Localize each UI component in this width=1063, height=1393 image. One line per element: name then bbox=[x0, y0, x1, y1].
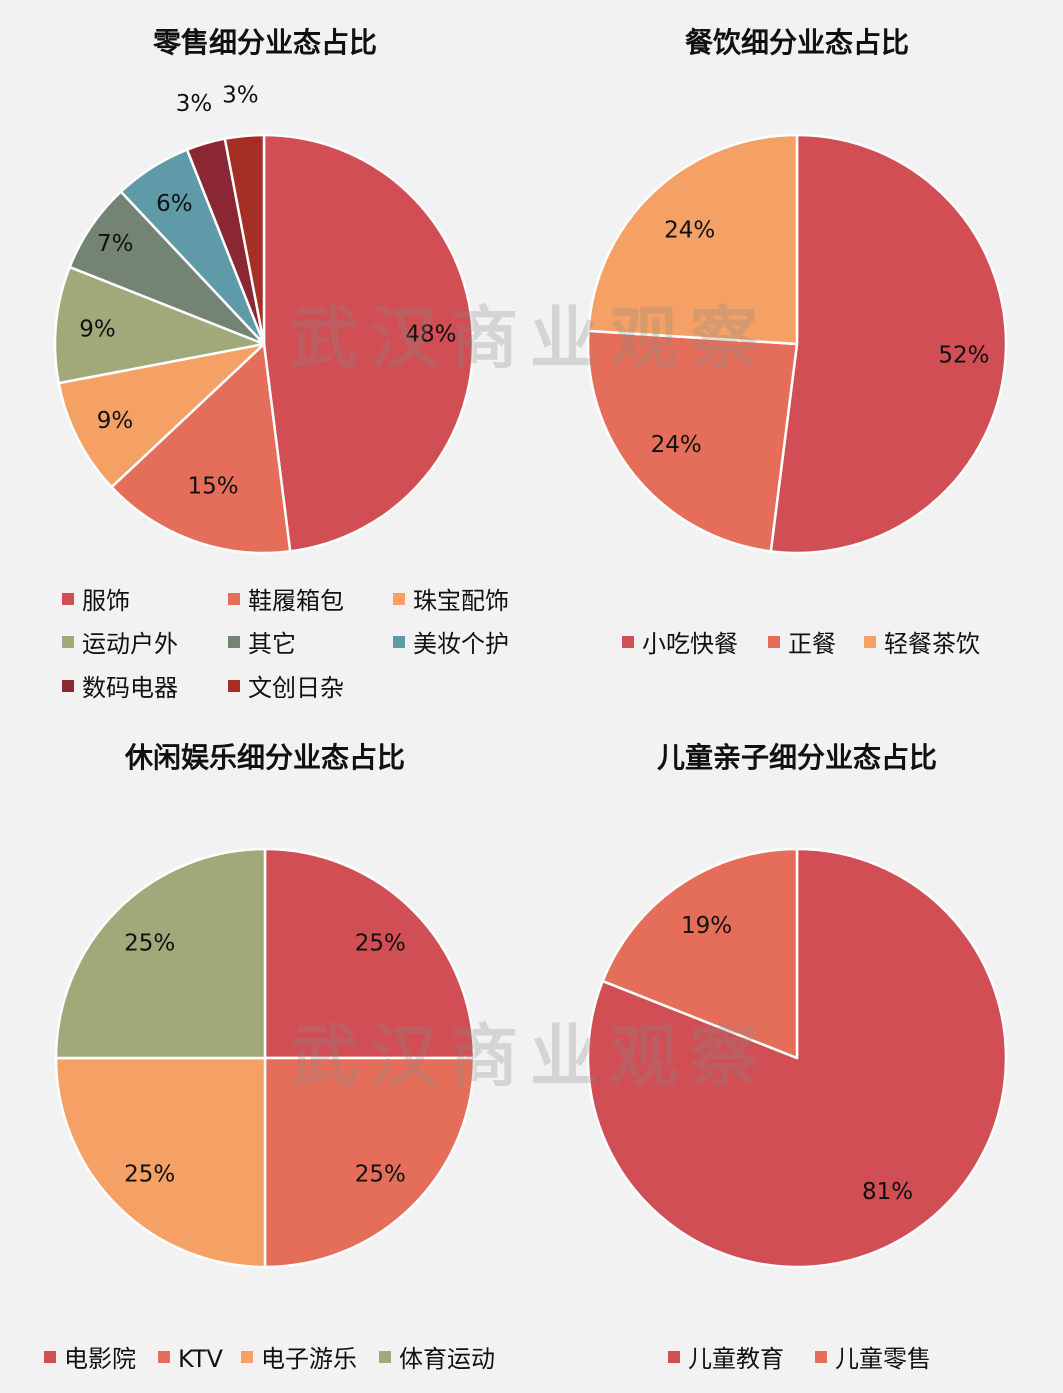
pie-labels: 25% 25% 25% 25% bbox=[124, 931, 406, 1188]
pie-chart-kids: 儿童亲子细分业态占比 81% 19% 儿童教育 儿童零售 bbox=[586, 741, 1008, 1373]
legend-label: 体育运动 bbox=[399, 1345, 495, 1373]
pie-chart-retail: 零售细分业态占比 48% 15% 9% 9% 7% 6% 3% 3% 服饰 鞋履箱包 珠宝配饰运动… bbox=[53, 26, 509, 702]
data-label: 25% bbox=[124, 1161, 175, 1187]
pie-slice bbox=[262, 133, 475, 553]
pie-labels: 52% 24% 24% bbox=[651, 218, 990, 458]
data-label: 48% bbox=[405, 322, 456, 348]
legend-label: 文创日杂 bbox=[248, 674, 344, 702]
legend-label: 轻餐茶饮 bbox=[884, 630, 980, 658]
legend-swatch bbox=[228, 593, 240, 605]
data-label: 25% bbox=[355, 1161, 406, 1187]
chart-title: 餐饮细分业态占比 bbox=[685, 26, 909, 59]
pie-slice bbox=[57, 342, 266, 489]
legend-label: 其它 bbox=[248, 630, 296, 658]
legend-swatch bbox=[622, 636, 634, 648]
pie-slice bbox=[769, 133, 1008, 555]
legend-label: 儿童教育 bbox=[688, 1345, 784, 1373]
pie-slice bbox=[263, 847, 476, 1060]
legend-swatch bbox=[379, 1351, 391, 1363]
legend-swatch bbox=[228, 680, 240, 692]
data-label: 25% bbox=[124, 931, 175, 957]
legend-swatch bbox=[393, 636, 405, 648]
pie-slice bbox=[110, 342, 292, 555]
pie-slices bbox=[586, 133, 1008, 555]
legend-label: 电子游乐 bbox=[261, 1345, 357, 1373]
legend-swatch bbox=[393, 593, 405, 605]
legend-swatch bbox=[768, 636, 780, 648]
pie-slice bbox=[587, 133, 799, 346]
legend-label: KTV bbox=[178, 1345, 224, 1373]
watermark: 武汉商业观察 bbox=[290, 299, 770, 379]
pie-labels: 48% 15% 9% 9% 7% 6% 3% 3% bbox=[79, 82, 456, 499]
data-label: 19% bbox=[681, 913, 732, 939]
legend-label: 珠宝配饰 bbox=[413, 587, 509, 615]
watermark: 武汉商业观察 bbox=[290, 1017, 770, 1097]
pie-chart-dining: 餐饮细分业态占比 52% 24% 24% 小吃快餐 正餐 轻餐茶饮 bbox=[586, 26, 1008, 658]
pie-slice bbox=[263, 1056, 476, 1269]
data-label: 9% bbox=[79, 316, 116, 342]
pie-slice bbox=[586, 329, 799, 553]
chart-title: 零售细分业态占比 bbox=[153, 26, 377, 59]
legend-label: 美妆个护 bbox=[413, 630, 509, 658]
legend-label: 鞋履箱包 bbox=[248, 587, 344, 615]
data-label: 24% bbox=[651, 432, 702, 458]
legend-swatch bbox=[815, 1351, 827, 1363]
pie-slices bbox=[54, 847, 476, 1269]
pie-slice bbox=[53, 265, 266, 385]
pie-slice bbox=[54, 1056, 267, 1269]
legend-swatch bbox=[44, 1351, 56, 1363]
pie-slice bbox=[601, 847, 799, 1060]
legend-swatch bbox=[62, 680, 74, 692]
data-label: 9% bbox=[97, 408, 134, 434]
data-label: 3% bbox=[176, 91, 213, 117]
legend-label: 服饰 bbox=[82, 587, 130, 615]
chart-title: 儿童亲子细分业态占比 bbox=[657, 741, 937, 774]
data-label: 25% bbox=[355, 931, 406, 957]
data-label: 24% bbox=[664, 218, 715, 244]
legend-swatch bbox=[668, 1351, 680, 1363]
legend-swatch bbox=[241, 1351, 253, 1363]
legend-swatch bbox=[228, 636, 240, 648]
legend-label: 电影院 bbox=[64, 1345, 136, 1373]
legend-swatch bbox=[62, 636, 74, 648]
pie-slices bbox=[586, 847, 1008, 1269]
legend-label: 小吃快餐 bbox=[642, 630, 738, 658]
chart-title: 休闲娱乐细分业态占比 bbox=[124, 741, 405, 774]
legend-swatch bbox=[158, 1351, 170, 1363]
pie-labels: 81% 19% bbox=[681, 913, 913, 1205]
pie-slice bbox=[223, 133, 266, 346]
legend-swatch bbox=[62, 593, 74, 605]
data-label: 15% bbox=[187, 474, 238, 500]
data-label: 7% bbox=[97, 231, 134, 257]
legend: 儿童教育 儿童零售 bbox=[668, 1345, 931, 1373]
legend-swatch bbox=[864, 636, 876, 648]
data-label: 3% bbox=[222, 82, 259, 108]
legend-label: 运动户外 bbox=[82, 630, 178, 658]
data-label: 6% bbox=[156, 191, 193, 217]
pie-chart-leisure: 休闲娱乐细分业态占比 25% 25% 25% 25% 电影院 KTV 电子游乐 体育运动 bbox=[44, 741, 495, 1373]
legend-label: 数码电器 bbox=[82, 674, 178, 702]
data-label: 81% bbox=[862, 1179, 913, 1205]
data-label: 52% bbox=[938, 343, 989, 369]
pie-slice bbox=[54, 847, 267, 1060]
legend: 小吃快餐 正餐 轻餐茶饮 bbox=[622, 630, 980, 658]
legend: 电影院 KTV 电子游乐 体育运动 bbox=[44, 1345, 495, 1373]
legend-label: 儿童零售 bbox=[835, 1345, 931, 1373]
pie-slices bbox=[53, 133, 475, 555]
legend-label: 正餐 bbox=[788, 630, 836, 658]
